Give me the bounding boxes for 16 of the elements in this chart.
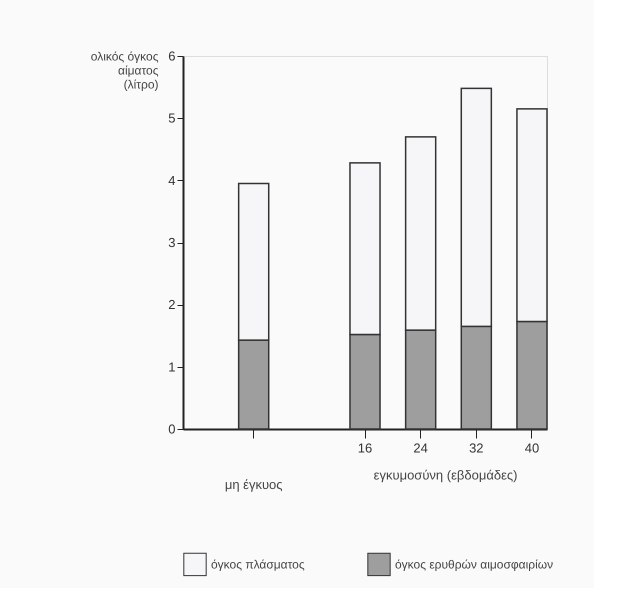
y-tick-label: 4	[168, 172, 176, 188]
x-tick-label: 32	[469, 440, 484, 456]
y-tick-label: 5	[168, 110, 176, 126]
x-tick-label: 16	[358, 440, 372, 456]
y-tick-label: 3	[168, 235, 176, 250]
x-axis-title: εγκυμοσύνη (εβδομάδες)	[374, 468, 518, 482]
x-tick-label: 24	[413, 440, 428, 456]
y-tick-label: 2	[168, 297, 176, 312]
y-tick-label: 6	[168, 48, 176, 64]
y-tick-label: 0	[168, 422, 176, 436]
x-tick-label: 40	[524, 440, 540, 456]
legend-label: όγκος πλάσματος	[211, 557, 305, 572]
text: μη έγκυος	[224, 477, 283, 492]
y-axis-title: ολικός όγκος αίματος (λίτρο)	[90, 50, 159, 92]
y-tick-label: 1	[168, 359, 176, 374]
legend-label: όγκος ερυθρών αιμοσφαιρίων	[395, 557, 554, 572]
